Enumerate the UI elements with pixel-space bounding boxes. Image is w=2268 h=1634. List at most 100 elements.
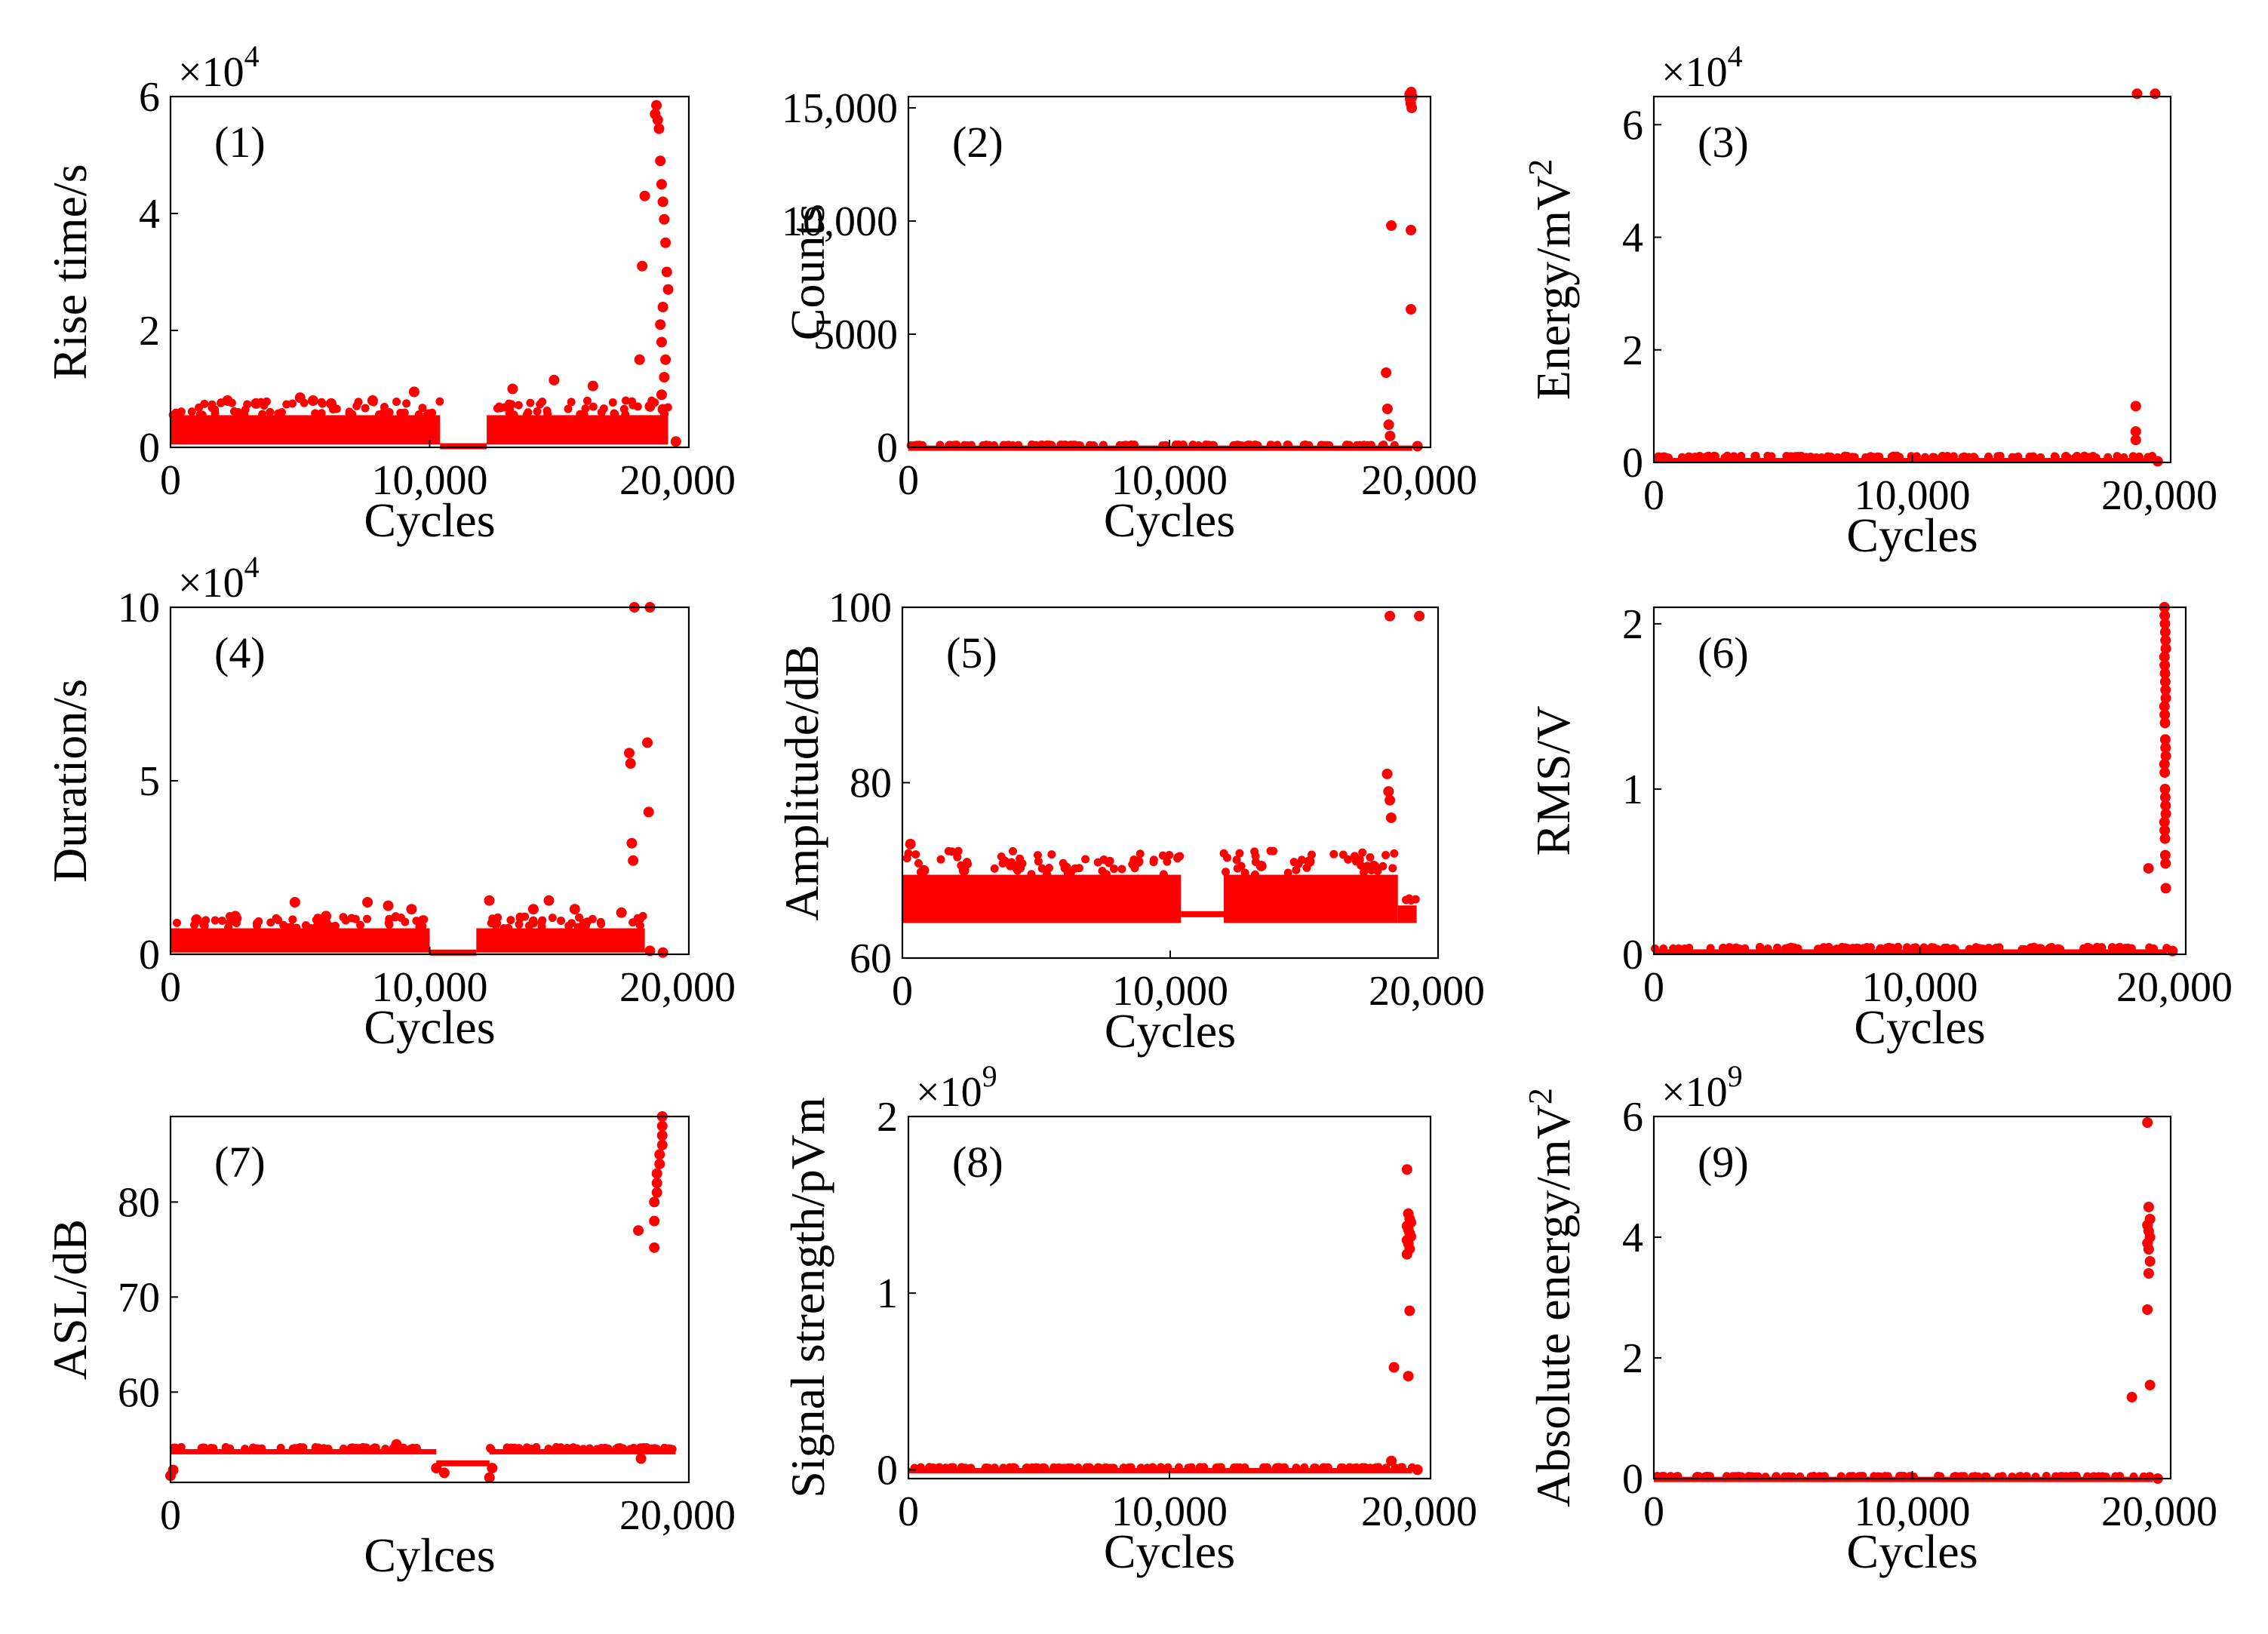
- data-point-1-16: [651, 100, 662, 111]
- baseline-point: [199, 920, 208, 929]
- baseline-point: [1159, 870, 1168, 879]
- data-point-1-23: [660, 237, 671, 248]
- baseline-point: [582, 396, 592, 405]
- data-point-1-12: [637, 260, 648, 272]
- data-point-5-15: [1414, 610, 1425, 622]
- baseline-point: [1038, 1463, 1047, 1472]
- panel-label-1: (1): [214, 118, 266, 167]
- baseline-point: [243, 400, 252, 409]
- baseline-point: [1411, 895, 1420, 904]
- baseline-point: [526, 398, 535, 407]
- baseline-point: [1355, 855, 1364, 864]
- baseline-point: [493, 913, 502, 922]
- y-tick-label-1-2: 2: [139, 308, 160, 355]
- baseline-point: [2014, 452, 2023, 461]
- data-point-5-11: [1383, 786, 1394, 797]
- baseline-point: [1910, 943, 1919, 952]
- data-point-4-20: [643, 806, 654, 818]
- y-tick-label-3-2: 2: [1622, 327, 1643, 374]
- data-point-7-19: [656, 1130, 668, 1141]
- baseline-point: [1737, 452, 1746, 461]
- data-point-7-15: [651, 1168, 662, 1179]
- x-tick-label-9-1: 0: [1643, 1488, 1664, 1535]
- y-axis-label-9: Absolute energy/mV2: [1522, 1088, 1580, 1507]
- exponent-label-1: ×104: [178, 39, 260, 96]
- data-point-3-2: [2150, 88, 2161, 100]
- x-tick-label-7-1: 0: [160, 1492, 181, 1539]
- exponent-label-8: ×109: [916, 1059, 997, 1116]
- data-point-4-15: [626, 837, 638, 849]
- baseline-point: [1320, 1464, 1329, 1473]
- baseline-point: [1984, 452, 1993, 461]
- baseline-point: [169, 1443, 178, 1452]
- baseline-point: [381, 1444, 390, 1453]
- baseline-point: [317, 398, 326, 407]
- data-point-6-9: [2159, 659, 2171, 671]
- data-point-3-6: [2152, 456, 2163, 467]
- baseline-point: [573, 1444, 582, 1453]
- baseline-point: [1388, 864, 1397, 873]
- baseline-point: [621, 410, 630, 419]
- baseline-point: [1214, 1463, 1223, 1472]
- data-point-7-4: [438, 1467, 450, 1479]
- baseline-point: [1940, 943, 1949, 952]
- baseline-point: [1336, 1463, 1345, 1472]
- baseline-point: [1235, 849, 1244, 858]
- baseline-point: [1109, 865, 1118, 874]
- baseline-point: [1751, 451, 1760, 460]
- baseline-point: [666, 1444, 675, 1453]
- baseline-point: [348, 1443, 357, 1452]
- baseline-point: [1117, 865, 1126, 874]
- data-point-6-12: [2160, 684, 2171, 696]
- baseline-point: [1782, 451, 1791, 460]
- panel-label-4: (4): [214, 628, 266, 677]
- data-point-2-5: [1386, 220, 1397, 231]
- baseline-point: [1971, 944, 1980, 954]
- y-tick-label-8-3: 2: [877, 1094, 898, 1141]
- baseline-point: [211, 405, 220, 414]
- baseline-point: [1720, 453, 1729, 462]
- baseline-point: [982, 1464, 991, 1473]
- data-point-1-25: [662, 284, 674, 295]
- data-point-8-2: [1388, 1362, 1400, 1373]
- baseline-point: [1008, 846, 1017, 855]
- panel-4: 0 10,000 20,000 0 5 10 (4) Cycles Duration/s ×104: [43, 550, 736, 1054]
- baseline-point: [2050, 452, 2059, 461]
- baseline-point: [361, 404, 370, 413]
- baseline-point: [1680, 944, 1689, 954]
- baseline-point: [635, 921, 644, 930]
- baseline-point: [402, 399, 411, 408]
- baseline-point: [221, 1442, 230, 1451]
- baseline-point: [317, 409, 326, 418]
- baseline-point: [1819, 943, 1828, 952]
- baseline-point: [510, 1443, 519, 1452]
- baseline-point: [567, 398, 576, 407]
- data-point-5-4: [1012, 863, 1023, 874]
- baseline-point: [224, 923, 233, 932]
- baseline-point: [1119, 1464, 1128, 1473]
- y-tick-label-6-1: 0: [1622, 932, 1643, 978]
- data-point-2-2: [1381, 404, 1393, 414]
- baseline-point: [1894, 942, 1903, 951]
- x-tick-label-9-2: 10,000: [1855, 1488, 1971, 1535]
- data-point-8-16: [1403, 1371, 1414, 1382]
- data-point-2-14: [1412, 441, 1423, 452]
- baseline-point: [642, 1443, 651, 1452]
- data-point-5-14: [1384, 610, 1396, 622]
- data-point-7-10: [649, 1242, 660, 1253]
- baseline-point: [910, 1464, 919, 1473]
- baseline-point: [1718, 944, 1727, 953]
- baseline-point: [1064, 1463, 1073, 1472]
- data-point-6-17: [2159, 734, 2171, 745]
- data-point-6-26: [2159, 816, 2170, 828]
- data-point-5-2: [918, 865, 930, 876]
- exponent-label-9: ×109: [1661, 1059, 1743, 1116]
- data-point-4-16: [628, 855, 639, 866]
- x-tick-label-4-1: 0: [160, 964, 181, 1011]
- data-point-6-13: [2160, 693, 2171, 704]
- data-point-8-3: [1401, 1164, 1412, 1175]
- baseline-point: [339, 1444, 348, 1453]
- baseline-point: [612, 1444, 621, 1453]
- data-point-6-7: [2160, 643, 2171, 654]
- panel-label-6: (6): [1698, 628, 1749, 677]
